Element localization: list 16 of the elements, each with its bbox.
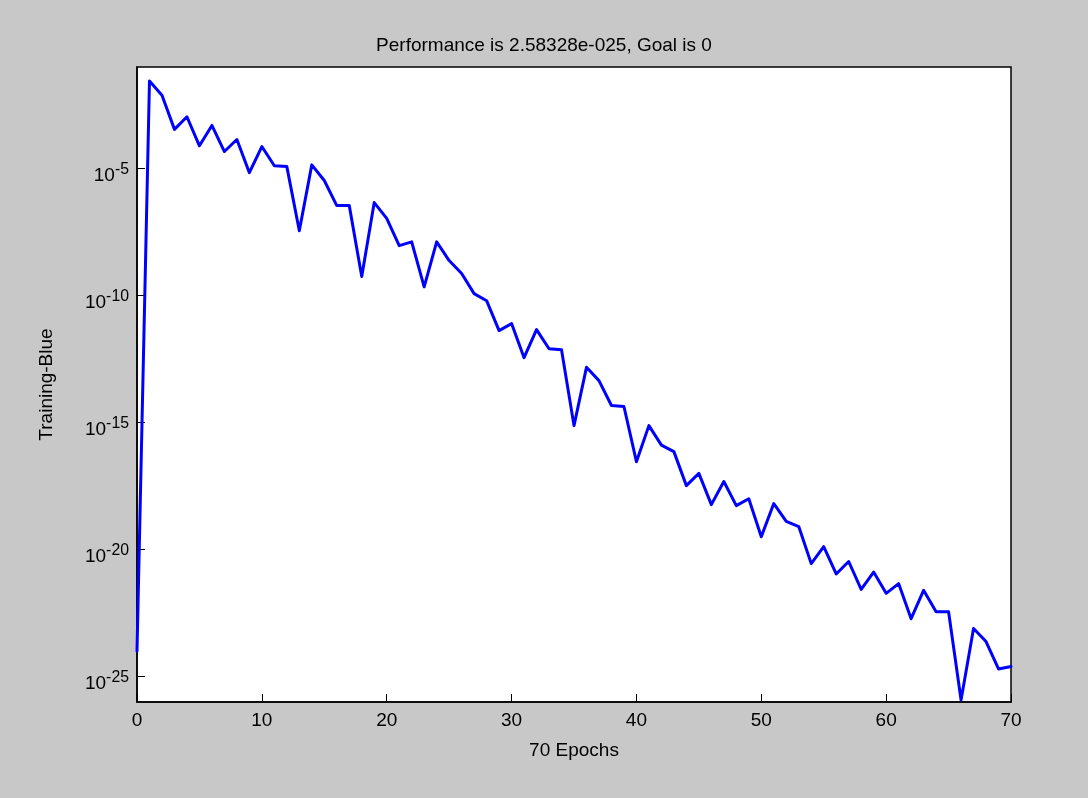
y-tick-label: 10$^{-20}$ — [84, 539, 129, 566]
x-axis-title: 70 Epochs — [529, 739, 619, 760]
x-tick-label: 10 — [251, 709, 273, 730]
chart-title: Performance is 2.58328e-025, Goal is 0 — [376, 34, 712, 55]
x-tick-label: 20 — [376, 709, 398, 730]
x-tick-label: 50 — [750, 709, 772, 730]
x-tick-label: 40 — [625, 709, 647, 730]
x-tick-label: 0 — [131, 709, 143, 730]
y-tick-label: 10$^{-10}$ — [84, 285, 129, 312]
y-axis-title: Training-Blue — [35, 328, 56, 441]
y-tick-label: 10$^{-15}$ — [84, 412, 129, 439]
x-tick-label: 30 — [501, 709, 523, 730]
y-tick-label: 10$^{-5}$ — [93, 158, 129, 185]
x-tick-label: 70 — [1000, 709, 1022, 730]
y-tick-label: 10$^{-25}$ — [84, 666, 129, 693]
x-tick-label: 60 — [875, 709, 897, 730]
